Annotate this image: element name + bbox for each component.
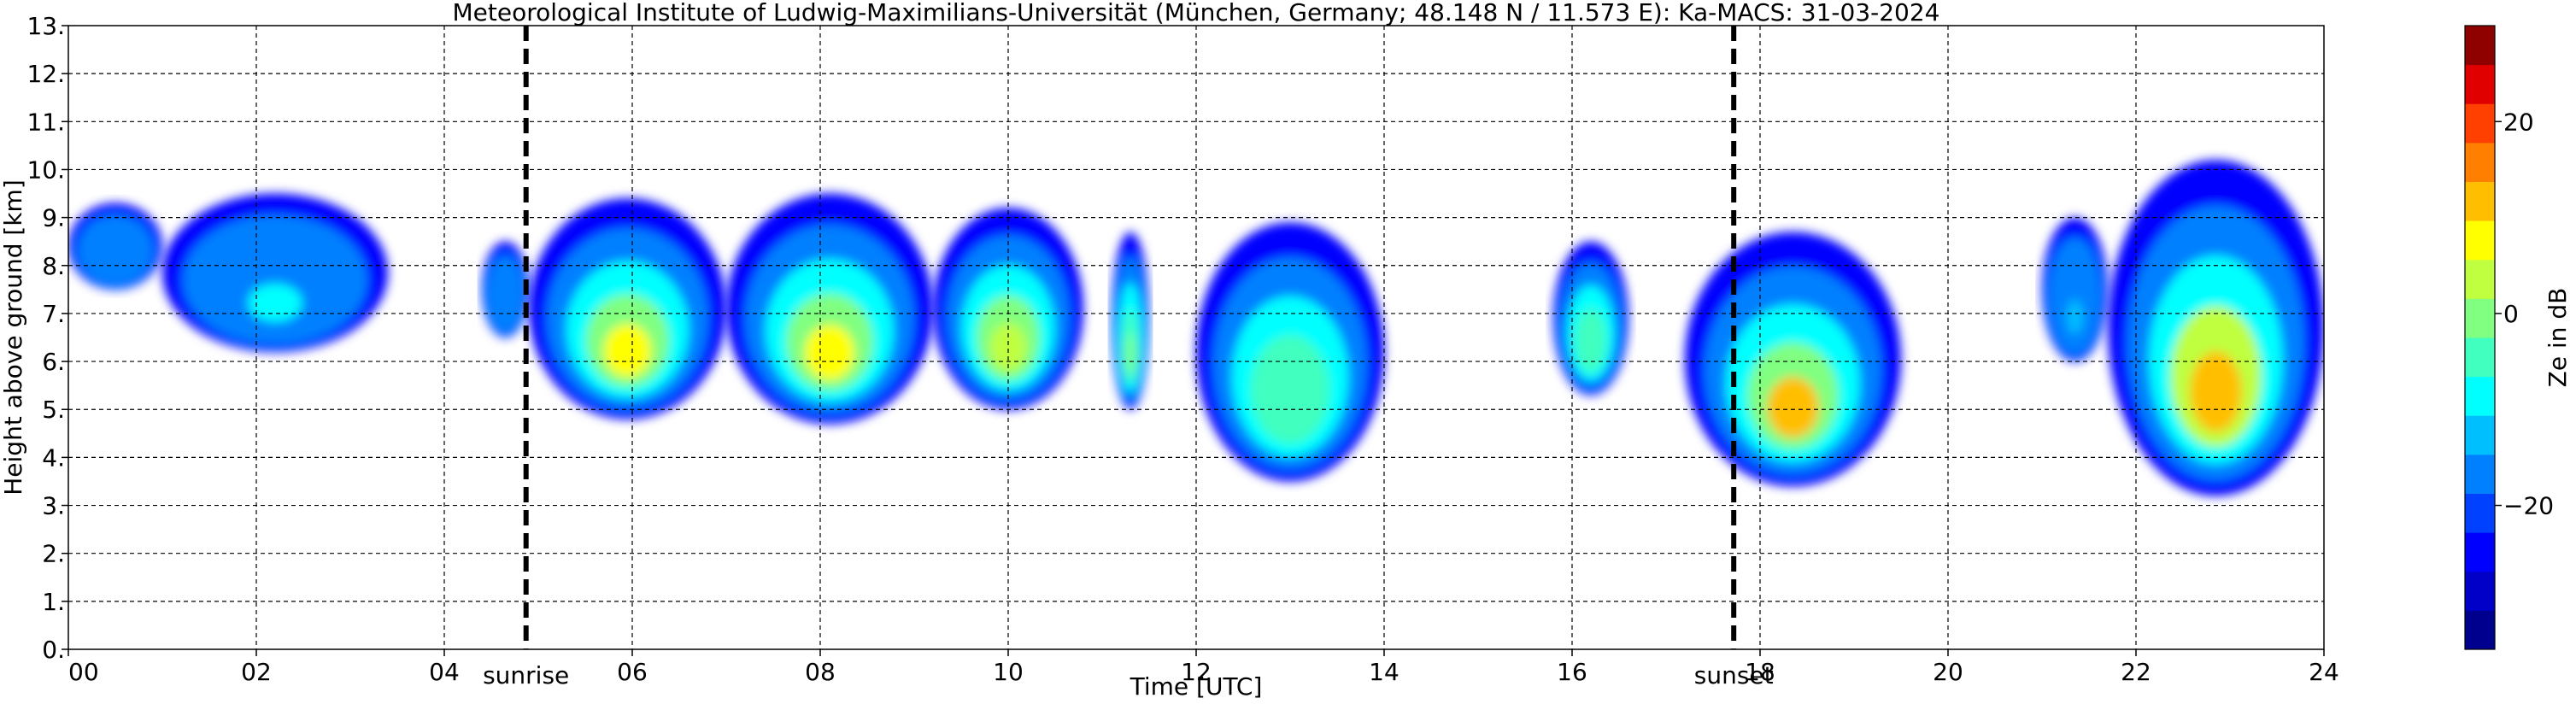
- cloud-region: [162, 193, 388, 352]
- cloud-echo-layer-shape: [1125, 332, 1135, 376]
- y-tick-label: 12.: [26, 60, 65, 88]
- colorbar-segment: [2465, 26, 2495, 66]
- y-tick-label: 1.: [42, 588, 65, 616]
- plot-area: sunrise sunset: [67, 25, 2325, 689]
- x-axis-label: Time [UTC]: [1130, 672, 1263, 701]
- cloud-region: [2042, 217, 2108, 362]
- cloud-echo-layer-shape: [499, 296, 512, 320]
- y-tick-label: 4.: [42, 443, 65, 472]
- colorbar-segment: [2465, 571, 2495, 611]
- cloud-echo-layer-shape: [103, 252, 127, 273]
- x-tick-label: 08: [805, 658, 836, 686]
- colorbar: −20 0 20: [2464, 25, 2554, 650]
- cloud-echo-layer-shape: [1267, 370, 1313, 432]
- colorbar-segment: [2465, 103, 2495, 144]
- colorbar-tick-label: 0: [2503, 300, 2519, 328]
- y-tick-label: 6.: [42, 348, 65, 376]
- colorbar-segment: [2465, 415, 2495, 455]
- y-axis-label: Height above ground [km]: [0, 179, 27, 496]
- cloud-echo-layer-shape: [76, 214, 155, 286]
- y-tick-label: 9.: [42, 204, 65, 232]
- colorbar-tick-label: 20: [2503, 108, 2534, 136]
- cloud-echo-layer-shape: [182, 214, 368, 345]
- y-axis-ticks: 0. 1. 2. 3. 4. 5. 6. 7. 8. 9. 10. 11. 12. 13.: [26, 12, 68, 664]
- colorbar-label: Ze in dB: [2544, 288, 2572, 388]
- cloud-echo-layer-shape: [485, 254, 525, 333]
- cloud-echo-layer-shape: [603, 324, 652, 378]
- chart-title: Meteorological Institute of Ludwig-Maxim…: [452, 0, 1939, 26]
- grid-lines: [68, 26, 2324, 649]
- cloud-echo-layer-shape: [2067, 299, 2083, 335]
- cloud-echo-layer-shape: [989, 322, 1027, 372]
- cloud-echo-layer-shape: [1581, 329, 1600, 367]
- sunset-label: sunset: [1694, 661, 1774, 689]
- colorbar-segment: [2465, 259, 2495, 299]
- colorbar-segment: [2465, 454, 2495, 494]
- colorbar-segment: [2465, 220, 2495, 261]
- cloud-echo-layer-shape: [2047, 237, 2103, 355]
- colorbar-segment: [2465, 376, 2495, 416]
- colorbar-tick-label: −20: [2503, 492, 2554, 520]
- cloud-echo-layer-shape: [248, 284, 302, 322]
- cloud-region: [482, 241, 529, 337]
- sunrise-label: sunrise: [483, 661, 569, 689]
- cloud-region: [2108, 160, 2324, 496]
- y-tick-label: 11.: [26, 108, 65, 136]
- colorbar-segment: [2465, 610, 2495, 650]
- x-tick-label: 12: [1181, 658, 1212, 686]
- colorbar-segment: [2465, 532, 2495, 572]
- cloud-region: [529, 198, 726, 419]
- cloud-echo-layer-shape: [2190, 351, 2242, 432]
- colorbar-segment: [2465, 337, 2495, 378]
- colorbar-segment: [2465, 142, 2495, 182]
- colorbar-segment: [2465, 298, 2495, 338]
- cloud-echo-layer-shape: [804, 325, 855, 380]
- y-tick-label: 2.: [42, 540, 65, 568]
- x-tick-label: 14: [1369, 658, 1399, 686]
- cloud-echo-layer-shape: [1767, 377, 1819, 438]
- y-tick-label: 10.: [26, 155, 65, 184]
- reference-lines: sunrise sunset: [483, 26, 1774, 689]
- cloud-region: [1553, 241, 1628, 396]
- y-tick-label: 8.: [42, 252, 65, 280]
- y-tick-label: 0.: [42, 636, 65, 664]
- y-tick-label: 3.: [42, 492, 65, 520]
- x-tick-label: 18: [1745, 658, 1775, 686]
- x-tick-label: 22: [2121, 658, 2151, 686]
- x-tick-label: 16: [1557, 658, 1587, 686]
- x-tick-label: 20: [1933, 658, 1963, 686]
- x-tick-label: 10: [993, 658, 1024, 686]
- cloud-region: [1196, 222, 1384, 482]
- x-tick-label: 04: [429, 658, 460, 686]
- x-tick-label: 00: [68, 658, 99, 686]
- cloud-region: [933, 208, 1083, 410]
- x-tick-label: 06: [617, 658, 648, 686]
- colorbar-segment: [2465, 181, 2495, 221]
- cloud-region: [1112, 232, 1149, 410]
- colorbar-frame: [2464, 25, 2496, 650]
- colorbar-segment: [2465, 64, 2495, 104]
- y-tick-label: 7.: [42, 300, 65, 328]
- cloud-region: [68, 202, 162, 290]
- y-tick-label: 13.: [26, 12, 65, 40]
- x-tick-label: 24: [2309, 658, 2339, 686]
- cloud-region: [1685, 232, 1901, 487]
- y-tick-label: 5.: [42, 396, 65, 424]
- x-tick-label: 02: [241, 658, 272, 686]
- colorbar-segment: [2465, 493, 2495, 533]
- cloud-region: [726, 193, 933, 425]
- x-axis-ticks: 00 02 04 06 08 10 12 14 16 18 20 22 24: [67, 649, 2339, 686]
